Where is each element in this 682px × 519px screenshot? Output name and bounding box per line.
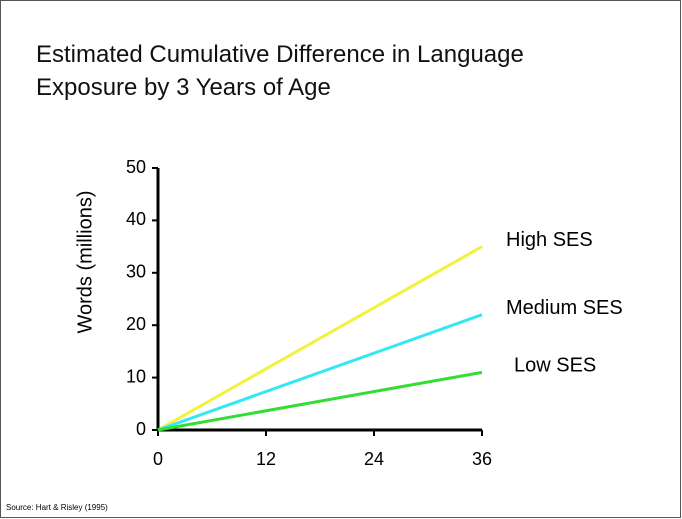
x-tick-label: 0 [153, 449, 163, 469]
x-tick-label: 24 [364, 449, 384, 469]
y-tick-label: 40 [126, 209, 146, 229]
source: Source: Hart & Risley (1995) [6, 503, 108, 512]
chart-title: Estimated Cumulative Difference in Langu… [36, 41, 524, 101]
series-label: High SES [506, 229, 593, 251]
x-tick-label: 36 [472, 449, 492, 469]
y-tick-label: 30 [126, 262, 146, 282]
y-tick-label: 10 [126, 366, 146, 386]
series-label: Medium SES [506, 297, 623, 319]
x-tick-label: 12 [256, 449, 276, 469]
y-tick-label: 0 [136, 419, 146, 439]
y-tick-label: 20 [126, 314, 146, 334]
y-axis-label: Words (millions) [74, 191, 96, 334]
series-line [157, 245, 483, 432]
series-line [157, 313, 483, 432]
y-tick-label: 50 [126, 157, 146, 177]
series-line [157, 370, 483, 432]
series-label: Low SES [514, 355, 596, 377]
